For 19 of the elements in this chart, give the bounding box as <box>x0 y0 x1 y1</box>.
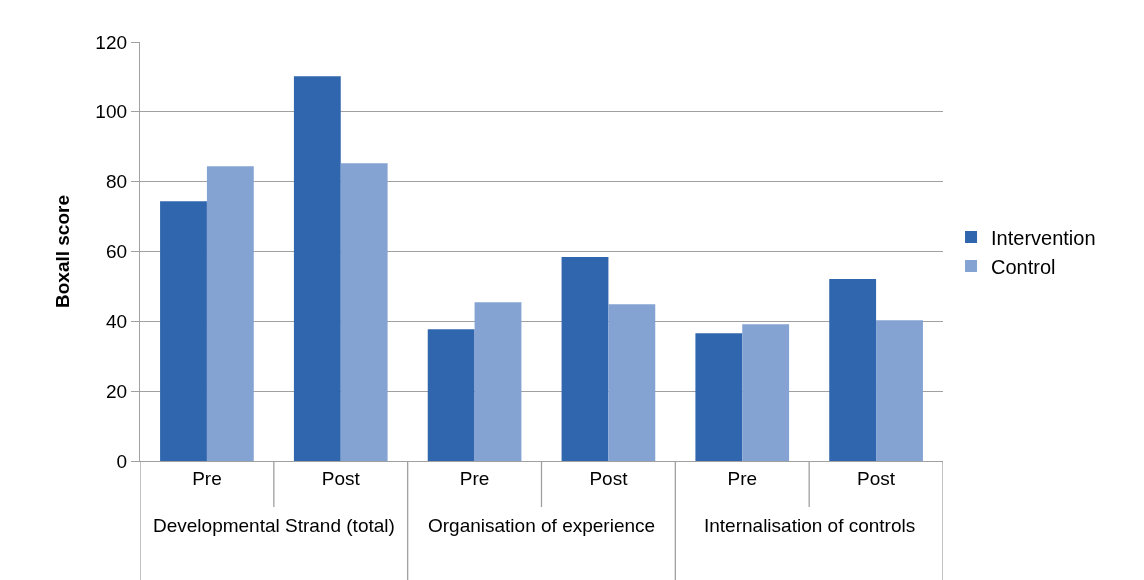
legend-label: Intervention <box>991 226 1096 249</box>
x-tick-label: Pre <box>192 467 222 489</box>
y-tick-label: 120 <box>95 31 128 53</box>
text: Internalisation of controls <box>704 515 916 536</box>
x-tick-label: Pre <box>459 467 490 489</box>
y-tick-label: 0 <box>116 450 128 472</box>
x-tick-label: Post <box>321 467 361 489</box>
text: Developmental Strand (total) <box>153 515 395 536</box>
x-tick-label: Post <box>857 467 896 489</box>
y-tick-label: 20 <box>105 380 128 402</box>
y-tick-label: 80 <box>105 171 128 193</box>
x-tick-label: Pre <box>727 467 758 489</box>
y-axis-title: Boxall score <box>52 195 74 308</box>
text: Organisation of experience <box>428 515 656 536</box>
x-tick-label: Post <box>589 467 629 489</box>
y-tick-label: 60 <box>105 241 128 263</box>
y-tick-label: 40 <box>105 310 128 332</box>
legend-label: Control <box>991 255 1056 278</box>
y-tick-label: 100 <box>95 101 128 123</box>
